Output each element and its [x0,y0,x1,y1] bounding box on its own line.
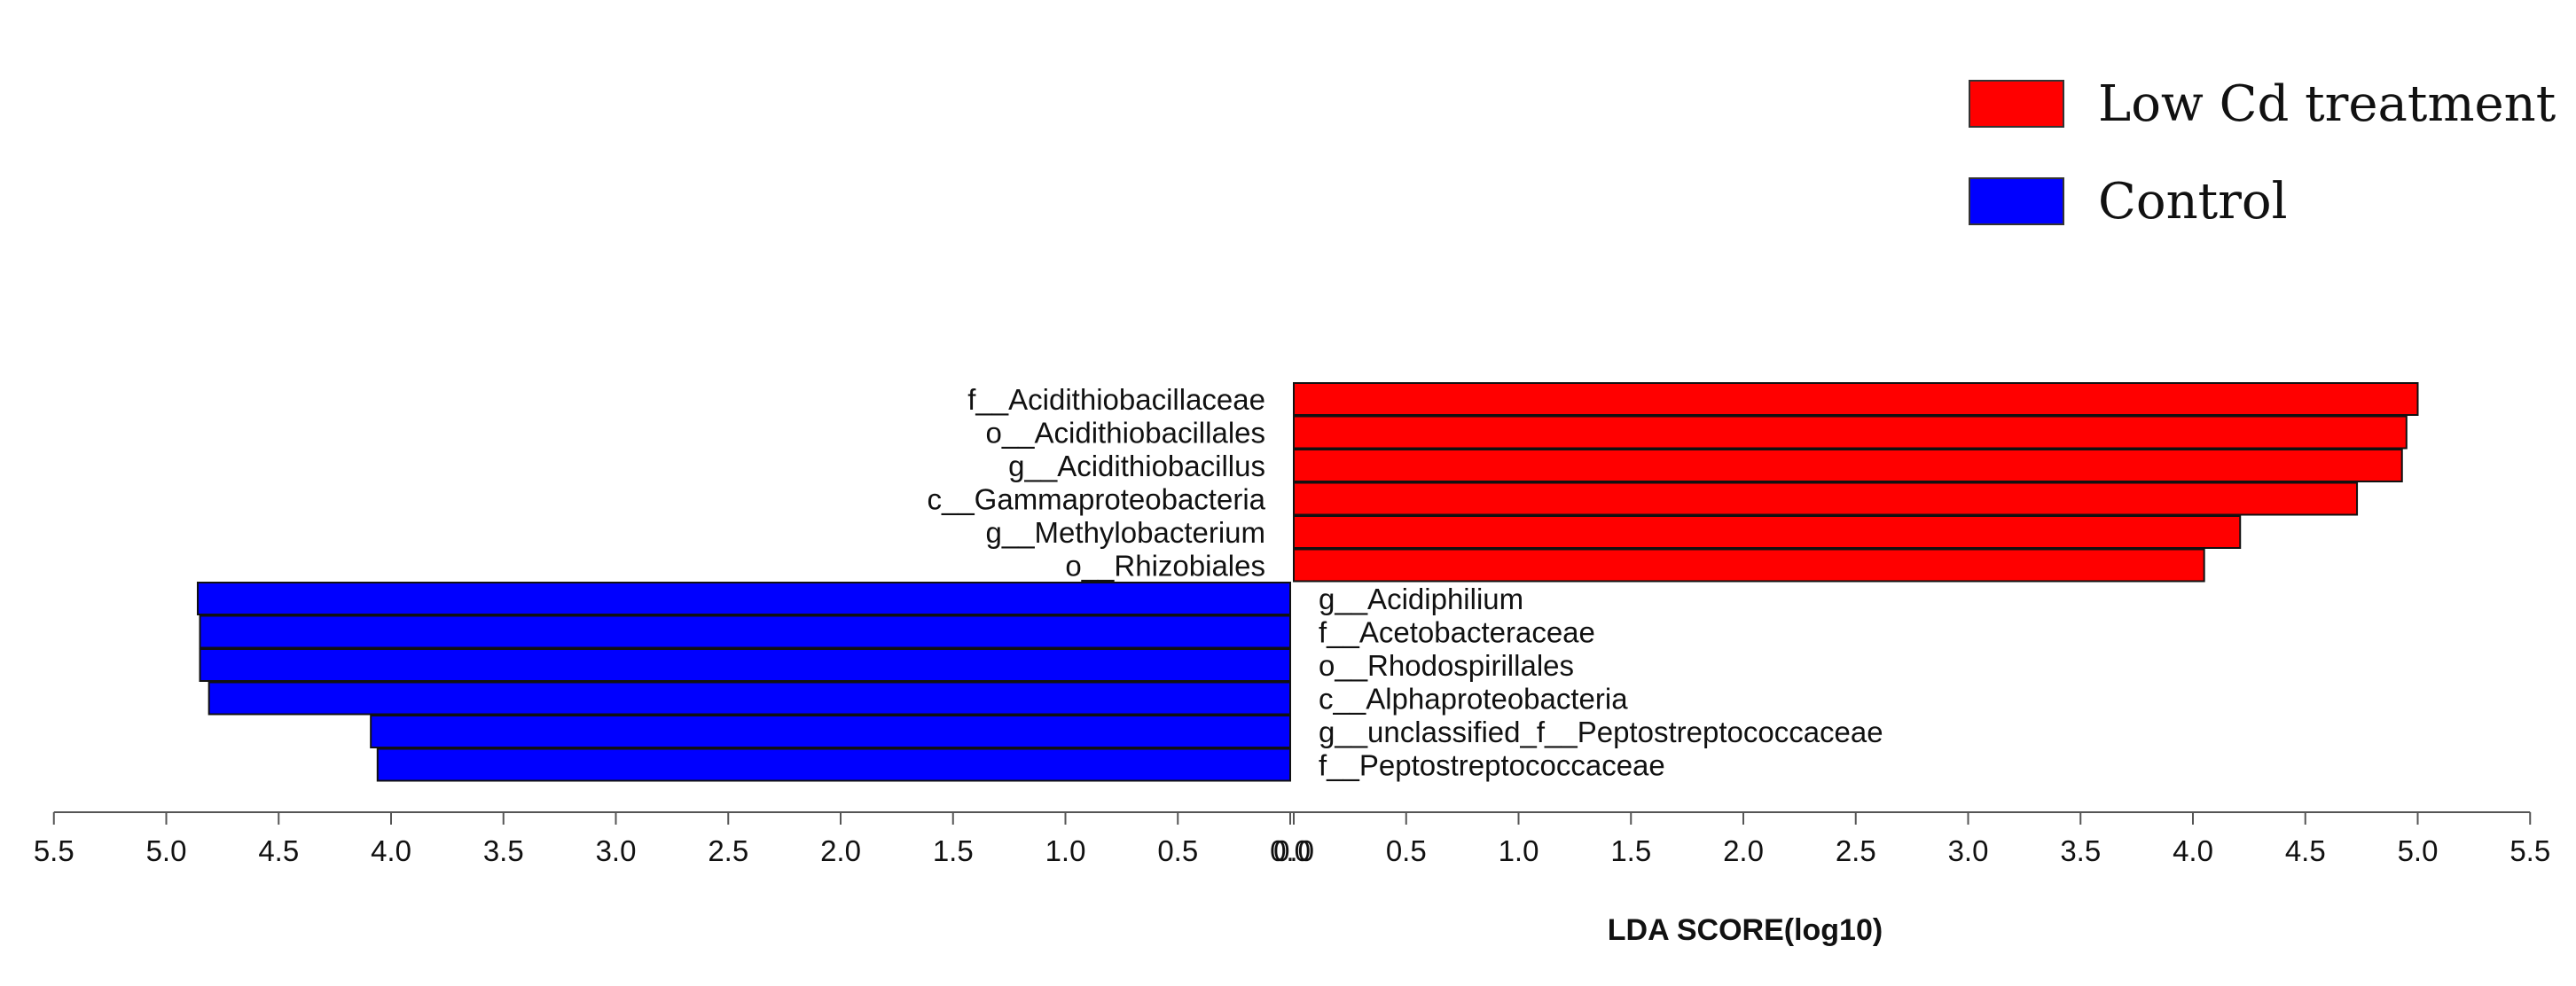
legend: Low Cd treatment Control [1969,55,2556,250]
bar-label-f-acetobacteraceae: f__Acetobacteraceae [1319,616,1595,649]
bar-labels-layer: f__Acidithiobacillaceaeo__Acidithiobacil… [927,383,1883,782]
bar-label-f-acidithiobacillaceae: f__Acidithiobacillaceae [967,383,1265,416]
x-tick-label-left-1.5: 1.5 [933,834,974,867]
x-tick-label-right-3.5: 3.5 [2060,834,2101,867]
bar-g-acidiphilium [196,582,1292,615]
legend-item-control: Control [1969,153,2556,250]
bars-layer [196,382,2419,782]
x-tick-label-right-0.0: 0.0 [1273,834,1314,867]
bar-f-acetobacteraceae [199,614,1291,649]
bar-f-acidithiobacillaceae [1293,382,2419,416]
legend-swatch-low-cd [1969,80,2064,128]
x-tick-label-left-5.0: 5.0 [146,834,187,867]
x-tick-label-left-2.5: 2.5 [708,834,748,867]
bar-o-rhizobiales [1293,548,2205,583]
bar-label-c-alphaproteobacteria: c__Alphaproteobacteria [1319,683,1628,716]
bar-label-o-acidithiobacillales: o__Acidithiobacillales [985,417,1265,450]
legend-label-control: Control [2098,172,2288,231]
bar-label-g-acidithiobacillus: g__Acidithiobacillus [1008,450,1265,482]
bar-g-acidithiobacillus [1293,449,2403,482]
legend-label-low-cd: Low Cd treatment [2098,74,2556,133]
legend-swatch-control [1969,177,2064,225]
x-tick-label-left-1.0: 1.0 [1045,834,1086,867]
x-tick-label-right-3.0: 3.0 [1948,834,1989,867]
bar-o-acidithiobacillales [1293,415,2408,450]
bar-label-c-gammaproteobacteria: c__Gammaproteobacteria [927,483,1265,516]
bar-label-g-acidiphilium: g__Acidiphilium [1319,583,1523,615]
x-tick-label-left-4.5: 4.5 [258,834,299,867]
bar-label-o-rhodospirillales: o__Rhodospirillales [1319,649,1574,682]
x-axis: 5.5 5.0 4.5 4.0 3.5 3.0 2.5 2.0 1.5 1.0 0.5 0.00.0 0… [34,811,2550,867]
x-tick-label-left-2.0: 2.0 [820,834,861,867]
x-tick-label-right-0.5: 0.5 [1386,834,1427,867]
x-tick-label-left-0.5: 0.5 [1157,834,1198,867]
bar-label-f-peptostreptococcaceae: f__Peptostreptococcaceae [1319,749,1665,782]
bar-o-rhodospirillales [199,648,1291,682]
bar-c-alphaproteobacteria [207,681,1291,716]
x-tick-label-right-1.5: 1.5 [1610,834,1651,867]
bar-g-unclassified-f-peptostreptococcaceae [370,715,1291,748]
bar-label-o-rhizobiales: o__Rhizobiales [1065,550,1265,583]
x-tick-label-left-3.0: 3.0 [596,834,637,867]
bar-label-g-unclassified-f-peptostreptococcaceae: g__unclassified_f__Peptostreptococcaceae [1319,716,1883,748]
bar-g-methylobacterium [1293,515,2242,549]
x-tick-label-left-3.5: 3.5 [483,834,524,867]
x-tick-label-left-4.0: 4.0 [371,834,411,867]
bar-c-gammaproteobacteria [1293,481,2359,516]
legend-item-low-cd: Low Cd treatment [1969,55,2556,153]
x-tick-label-right-4.5: 4.5 [2285,834,2326,867]
x-tick-label-right-2.0: 2.0 [1723,834,1764,867]
x-tick-label-right-2.5: 2.5 [1836,834,1876,867]
x-tick-label-right-5.5: 5.5 [2509,834,2550,867]
x-tick-label-right-1.0: 1.0 [1499,834,1539,867]
bar-f-peptostreptococcaceae [376,747,1291,782]
bar-label-g-methylobacterium: g__Methylobacterium [986,516,1266,549]
x-tick-label-right-5.0: 5.0 [2398,834,2439,867]
x-tick-label-right-4.0: 4.0 [2173,834,2213,867]
x-axis-label: LDA SCORE(log10) [1608,913,1883,947]
x-tick-label-left-0.0: 0.0 [1270,834,1311,867]
x-tick-label-left-5.5: 5.5 [34,834,74,867]
